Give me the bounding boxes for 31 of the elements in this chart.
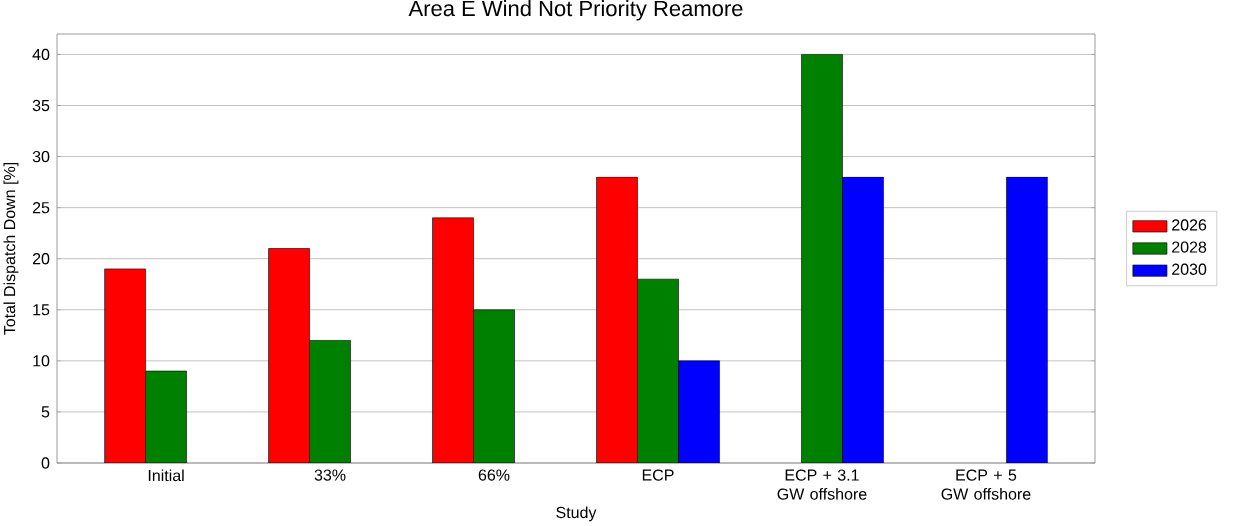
y-tick-label: 20 <box>32 253 50 265</box>
y-tick-label: 0 <box>41 457 50 469</box>
bar <box>1006 176 1048 463</box>
x-tick-label: ECP + 3.1 GW offshore <box>777 469 867 500</box>
y-tick-label: 5 <box>41 406 50 418</box>
y-tick-label: 10 <box>33 355 50 367</box>
bar <box>473 309 515 463</box>
x-tick-label: ECP <box>642 469 674 481</box>
x-axis-title: Study <box>556 506 597 522</box>
y-tick-label: 25 <box>32 201 50 214</box>
bar <box>104 268 146 463</box>
x-tick-label: 33% <box>314 469 346 481</box>
bar <box>268 248 310 463</box>
y-tick-label: 15 <box>33 304 50 316</box>
legend-label: 2028 <box>1172 241 1207 253</box>
y-tick-label: 40 <box>32 48 50 61</box>
chart-title: Area E Wind Not Priority Reamore <box>408 0 743 21</box>
bar <box>596 176 638 463</box>
bar <box>145 370 187 463</box>
legend-label: 2030 <box>1172 263 1207 275</box>
bar <box>801 54 843 463</box>
bar <box>432 217 474 463</box>
y-tick-label: 35 <box>32 99 50 112</box>
legend-label: 2026 <box>1172 219 1207 231</box>
y-tick-label: 30 <box>32 150 50 163</box>
x-tick-label: ECP + 5 GW offshore <box>941 469 1031 500</box>
bar <box>309 340 351 463</box>
x-tick-label: 66% <box>478 469 510 481</box>
y-axis-title: Total Dispatch Down [%] <box>3 162 19 335</box>
bar <box>637 278 679 463</box>
x-tick-label: Initial <box>148 469 184 482</box>
